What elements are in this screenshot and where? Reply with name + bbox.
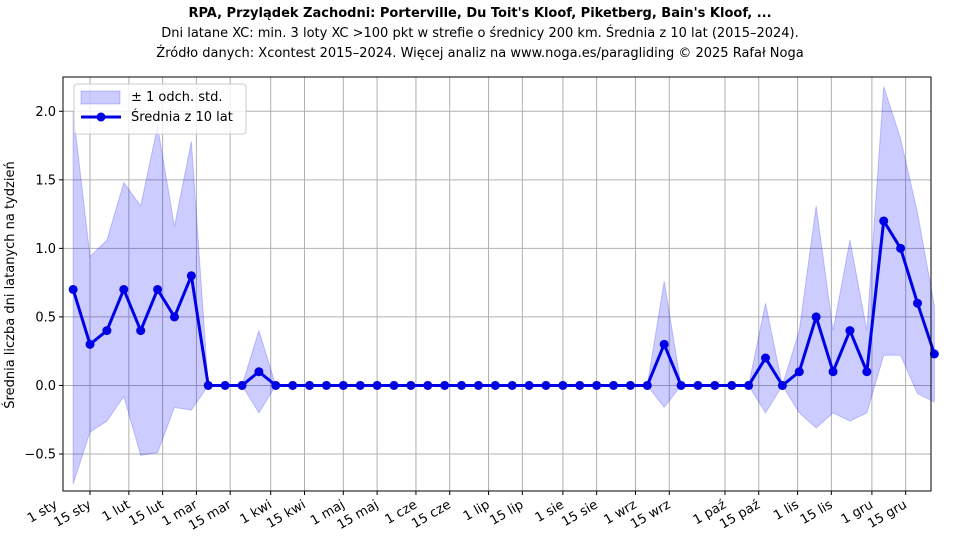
mean-series-point [744,380,754,390]
x-tick-label: 15 kwi [264,497,308,531]
x-tick-label: 15 gru [865,497,909,531]
mean-series-point [237,380,247,390]
plot-frame [62,76,932,492]
mean-series-point [794,367,804,377]
mean-series-point [321,380,331,390]
mean-series-point [524,380,534,390]
mean-series-point [879,216,889,226]
x-tick-label: 15 lut [127,497,167,529]
mean-series-point [169,312,179,322]
mean-series-point [136,326,146,336]
mean-series-point [659,339,669,349]
chart-title: RPA, Przylądek Zachodni: Porterville, Du… [188,6,771,21]
mean-series-point [389,380,399,390]
mean-series-point [710,380,720,390]
y-axis-label: Średnia liczba dni latanych na tydzień [2,161,18,408]
x-tick-label: 15 cze [409,497,453,531]
y-tick-label: 1.0 [35,242,56,257]
mean-series-point [693,380,703,390]
mean-series-point [423,380,433,390]
x-tick-label: 15 lip [488,497,527,528]
mean-series-point [355,380,365,390]
std-band-area [72,86,935,485]
mean-series-point [203,380,213,390]
mean-series-point [727,380,737,390]
x-tick-label: 1 lut [100,497,133,525]
mean-series-point [305,380,315,390]
mean-series-point [811,312,821,322]
legend-line-marker [96,112,106,122]
mean-series-point [912,298,922,308]
mean-series-point [288,380,298,390]
legend: ± 1 odch. std. Średnia z 10 lat [73,83,247,135]
y-tick-label: 1.5 [35,173,56,188]
y-tick-label: 0.0 [35,379,56,394]
y-tick-label: 0.5 [35,310,56,325]
mean-series-point [862,367,872,377]
mean-series-point [761,353,771,363]
mean-series-point [186,271,196,281]
mean-series-point [473,380,483,390]
mean-series-point [828,367,838,377]
y-tick-label: 2.0 [35,105,56,120]
mean-line-layer [68,216,939,390]
x-tick-label: 15 sty [52,497,95,530]
mean-series-point [558,380,568,390]
mean-series-point [85,339,95,349]
legend-band-swatch [80,90,121,105]
chart-subtitle-line-1: Dni latane XC: min. 3 loty XC >100 pkt w… [161,25,799,41]
mean-series-point [896,243,906,253]
mean-series-point [372,380,382,390]
mean-series-point [440,380,450,390]
mean-series-point [271,380,281,390]
std-band-layer [72,86,935,485]
mean-series-point [254,367,264,377]
mean-series-point [153,284,163,294]
x-tick-label: 15 sie [559,497,600,530]
mean-series-point [845,326,855,336]
mean-series-point [541,380,551,390]
mean-series-point [457,380,467,390]
mean-series-point [406,380,416,390]
mean-series-point [777,380,787,390]
mean-series-point [625,380,635,390]
mean-series-point [338,380,348,390]
legend-line-label: Średnia z 10 lat [131,109,233,125]
x-tick-label: 1 lip [461,497,493,524]
chart-subtitle-line-2: Źródło danych: Xcontest 2015–2024. Więce… [156,45,803,61]
mean-series-point [609,380,619,390]
mean-series-point [68,284,78,294]
mean-series-point [676,380,686,390]
mean-series-point [642,380,652,390]
mean-series-point [490,380,500,390]
mean-series-point [102,326,112,336]
y-tick-label: −0.5 [24,447,56,462]
mean-series-line [71,219,936,387]
mean-series-point [507,380,517,390]
mean-series-point [575,380,585,390]
mean-series-point [929,349,939,359]
mean-series-point [220,380,230,390]
legend-band-label: ± 1 odch. std. [131,90,223,105]
mean-series-point [119,284,129,294]
x-tick-label: 1 lis [771,497,802,523]
legend-frame [73,83,247,135]
mean-series-point [592,380,602,390]
x-tick-label: 15 lis [798,497,836,527]
